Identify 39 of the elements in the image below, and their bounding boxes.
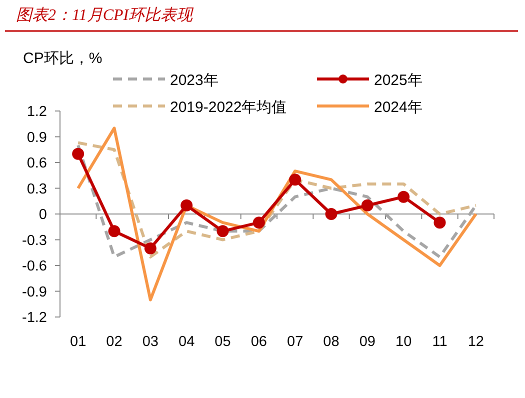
point	[325, 208, 338, 220]
point	[289, 174, 302, 186]
x-tick-label: 08	[323, 334, 340, 350]
y-tick-label: 1.2	[26, 104, 47, 120]
y-tick-label: -0.9	[22, 284, 47, 300]
point	[108, 225, 120, 238]
point	[434, 216, 446, 229]
x-tick-label: 07	[287, 334, 304, 350]
legend-label: 2023年	[170, 72, 218, 89]
y-tick-label: 0.9	[26, 130, 47, 146]
x-tick-label: 03	[142, 334, 158, 350]
legend-label: 2024年	[374, 99, 422, 116]
point	[144, 242, 156, 254]
x-tick-label: 09	[359, 334, 376, 350]
y-tick-label: -0.6	[22, 258, 47, 274]
x-tick-label: 11	[432, 334, 448, 350]
x-tick-label: 02	[106, 334, 122, 350]
x-tick-label: 10	[396, 334, 412, 350]
y-tick-label: -1.2	[22, 310, 47, 326]
x-tick-label: 06	[250, 334, 267, 350]
x-tick-label: 05	[214, 334, 231, 350]
y-tick-label: 0.6	[26, 156, 47, 172]
legend-label: 2025年	[374, 72, 422, 89]
x-tick-label: 12	[468, 334, 484, 350]
y-tick-label: 0.3	[26, 181, 47, 198]
point	[72, 148, 84, 160]
x-tick-label: 01	[70, 334, 86, 350]
point	[216, 225, 229, 238]
y-tick-label: -0.3	[22, 232, 47, 249]
x-tick-label: 04	[178, 334, 195, 350]
legend-label: 2019-2022年均值	[170, 99, 287, 116]
y-axis-title: CP环比，%	[23, 50, 102, 67]
point	[180, 199, 193, 212]
point	[398, 190, 410, 203]
chart-title: 图表2：11月CPI环比表现	[16, 6, 195, 24]
point	[252, 216, 265, 229]
point	[361, 199, 374, 212]
y-tick-label: 0	[38, 207, 47, 223]
line-series	[76, 126, 478, 302]
